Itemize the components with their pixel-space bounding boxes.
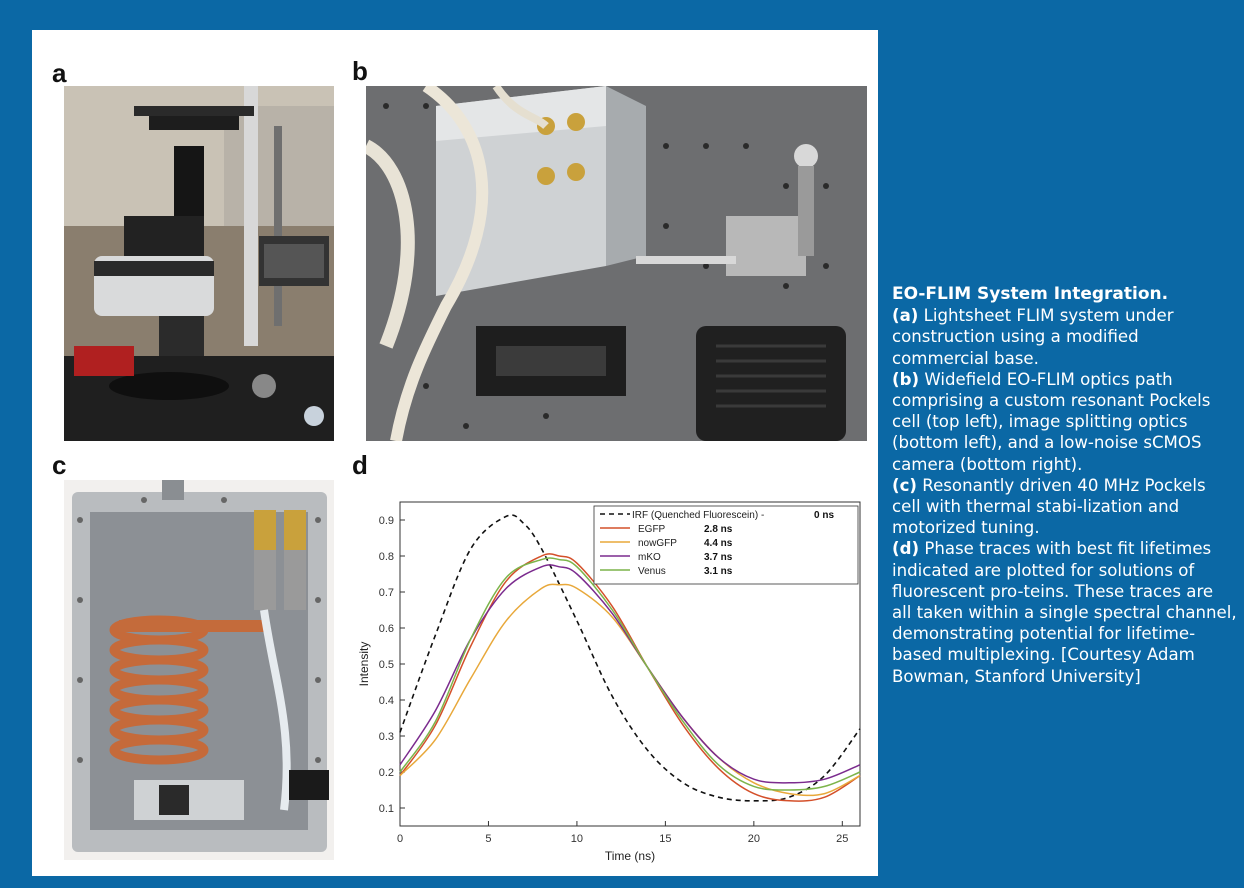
caption-segment-c: (c) Resonantly driven 40 MHz Pockels cel… <box>892 476 1206 537</box>
caption-segment-c-text: Resonantly driven 40 MHz Pockels cell wi… <box>892 475 1206 538</box>
figure-panel: a b c d <box>32 30 878 876</box>
caption-segment-b-text: Widefield EO-FLIM optics path comprising… <box>892 369 1211 474</box>
y-tick-label: 0.8 <box>379 551 394 563</box>
caption-segment-b: (b) Widefield EO-FLIM optics path compri… <box>892 370 1210 474</box>
chart-d-phase-traces: 0 5 10 15 20 25 0.1 0.2 0.3 0.4 0.5 0.6 0.7 0.8 0.9 Tim… <box>354 480 878 866</box>
x-tick-label: 25 <box>836 833 848 845</box>
y-tick-label: 0.5 <box>379 659 394 671</box>
series-line-egfp <box>399 553 861 802</box>
y-tick-label: 0.1 <box>379 803 394 815</box>
x-tick-label: 5 <box>485 833 491 845</box>
y-tick-label: 0.6 <box>379 623 394 635</box>
x-tick-label: 0 <box>397 833 403 845</box>
panel-label-b: b <box>352 56 368 86</box>
series-line-venus <box>399 557 861 791</box>
series-line-mko <box>399 564 861 784</box>
legend-box <box>593 505 859 585</box>
caption-segment-c-label: (c) <box>892 475 918 495</box>
legend-lifetime: 3.7 ns <box>704 552 733 563</box>
figure-caption: EO-FLIM System Integration. (a) Lightshe… <box>892 284 1237 687</box>
series-line-nowgfp <box>399 583 861 797</box>
y-tick-label: 0.9 <box>379 515 394 527</box>
caption-segment-a-label: (a) <box>892 306 919 326</box>
x-tick-label: 20 <box>748 833 760 845</box>
x-tick-label: 15 <box>659 833 671 845</box>
legend-lifetime: 2.8 ns <box>704 524 733 535</box>
series-line-irf <box>399 514 861 802</box>
caption-segment-d-text: Phase traces with best fit lifetimes ind… <box>892 539 1237 686</box>
panel-label-d: d <box>352 450 368 480</box>
panel-label-c: c <box>52 450 67 480</box>
caption-segment-b-label: (b) <box>892 369 920 389</box>
x-axis-label: Time (ns) <box>605 849 655 863</box>
caption-segment-a: (a) Lightsheet FLIM system under constru… <box>892 306 1174 367</box>
y-tick-label: 0.2 <box>379 767 394 779</box>
panel-label-a: a <box>52 58 67 88</box>
y-tick-label: 0.3 <box>379 731 394 743</box>
caption-segment-d: (d) Phase traces with best fit lifetimes… <box>892 539 1237 685</box>
legend-label: mKO <box>638 552 661 563</box>
photo-a-lightsheet-microscope <box>64 86 334 441</box>
legend-label: nowGFP <box>638 538 677 549</box>
chart-svg: 0 5 10 15 20 25 0.1 0.2 0.3 0.4 0.5 0.6 0.7 0.8 0.9 Tim… <box>357 501 861 863</box>
caption-title: EO-FLIM System Integration. <box>892 284 1169 304</box>
legend-lifetime: 3.1 ns <box>704 566 733 577</box>
y-axis-label: Intensity <box>357 642 371 687</box>
legend-lifetime: 0 ns <box>814 510 834 521</box>
y-tick-label: 0.7 <box>379 587 394 599</box>
y-tick-label: 0.4 <box>379 695 394 707</box>
legend-label: Venus <box>638 566 666 577</box>
legend-label: EGFP <box>638 524 666 535</box>
photo-b-optics-path <box>366 86 867 441</box>
caption-segment-a-text: Lightsheet FLIM system under constructio… <box>892 306 1174 368</box>
legend-lifetime: 4.4 ns <box>704 538 733 549</box>
x-tick-label: 10 <box>571 833 583 845</box>
caption-segment-d-label: (d) <box>892 539 920 559</box>
legend-label: IRF (Quenched Fluorescein) - <box>632 510 764 521</box>
photo-c-pockels-cell <box>64 480 334 860</box>
